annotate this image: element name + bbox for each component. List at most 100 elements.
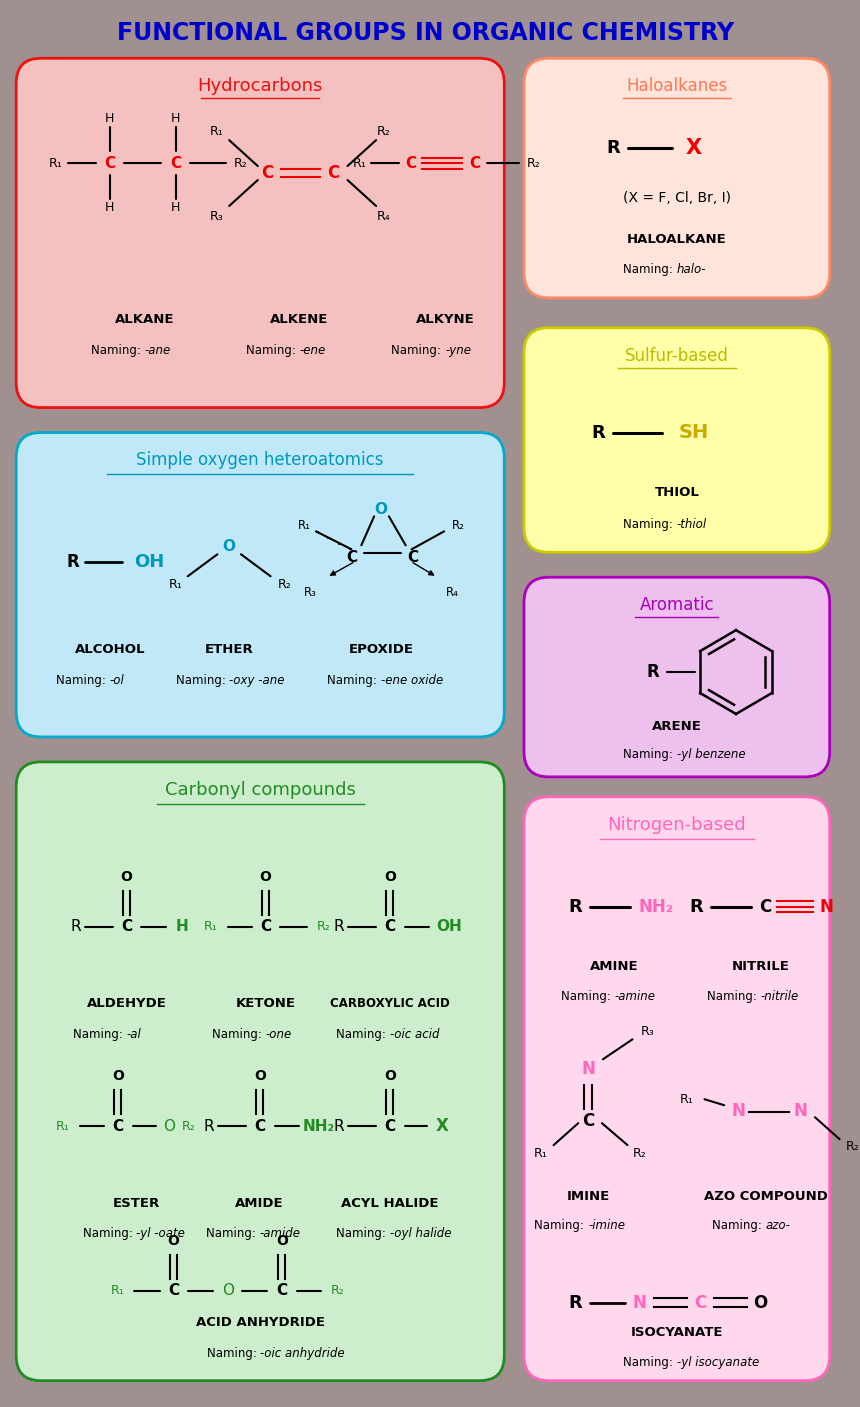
Text: C: C — [582, 1112, 594, 1130]
Text: C: C — [276, 1283, 287, 1299]
Text: KETONE: KETONE — [236, 998, 296, 1010]
Text: -ane: -ane — [144, 345, 170, 357]
Text: -ene oxide: -ene oxide — [381, 674, 443, 687]
Text: C: C — [104, 156, 115, 170]
Text: ISOCYANATE: ISOCYANATE — [630, 1327, 723, 1339]
Text: C: C — [405, 156, 416, 170]
Text: O: O — [374, 502, 388, 516]
Text: Naming:: Naming: — [83, 1227, 137, 1241]
Text: -yl benzene: -yl benzene — [677, 749, 746, 761]
Text: R₃: R₃ — [210, 211, 224, 224]
Text: X: X — [436, 1117, 449, 1135]
Text: ACID ANHYDRIDE: ACID ANHYDRIDE — [196, 1317, 325, 1330]
Text: Naming:: Naming: — [328, 674, 381, 687]
Text: Naming:: Naming: — [212, 1029, 266, 1041]
Text: C: C — [260, 919, 271, 934]
Text: R: R — [66, 553, 79, 571]
Text: R: R — [203, 1119, 214, 1134]
Text: Naming:: Naming: — [246, 345, 299, 357]
Text: R₁: R₁ — [298, 519, 310, 532]
Text: Carbonyl compounds: Carbonyl compounds — [165, 781, 356, 799]
Text: C: C — [328, 165, 340, 182]
Text: H: H — [171, 111, 181, 125]
Text: -yne: -yne — [445, 345, 471, 357]
Text: Naming:: Naming: — [534, 1220, 588, 1233]
Text: ALCOHOL: ALCOHOL — [75, 643, 145, 656]
Text: HALOALKANE: HALOALKANE — [627, 234, 727, 246]
Text: O: O — [753, 1294, 768, 1311]
Text: Naming:: Naming: — [206, 1348, 261, 1361]
Text: R₂: R₂ — [527, 156, 541, 170]
Text: R₃: R₃ — [304, 585, 316, 599]
Text: NH₂: NH₂ — [639, 898, 673, 916]
Text: C: C — [112, 1119, 123, 1134]
Text: -oic acid: -oic acid — [390, 1029, 439, 1041]
FancyBboxPatch shape — [524, 796, 830, 1380]
Text: AZO COMPOUND: AZO COMPOUND — [703, 1189, 827, 1203]
Text: ACYL HALIDE: ACYL HALIDE — [341, 1196, 439, 1210]
Text: ESTER: ESTER — [113, 1196, 160, 1210]
Text: ALDEHYDE: ALDEHYDE — [87, 998, 167, 1010]
Text: R₂: R₂ — [181, 1120, 195, 1133]
Text: Naming:: Naming: — [336, 1227, 390, 1241]
Text: C: C — [470, 156, 480, 170]
Text: R₁: R₁ — [680, 1093, 693, 1106]
Text: Naming:: Naming: — [624, 263, 677, 276]
Text: -al: -al — [126, 1029, 141, 1041]
Text: halo-: halo- — [677, 263, 706, 276]
Text: Naming:: Naming: — [56, 674, 110, 687]
Text: ALKENE: ALKENE — [270, 314, 329, 326]
Text: Naming:: Naming: — [336, 1029, 390, 1041]
Text: O: O — [120, 870, 132, 884]
Text: -ene: -ene — [299, 345, 325, 357]
Text: O: O — [168, 1234, 180, 1248]
Text: O: O — [260, 870, 272, 884]
Text: O: O — [163, 1119, 175, 1134]
Text: -amine: -amine — [615, 991, 655, 1003]
Text: R: R — [606, 139, 619, 158]
Text: N: N — [731, 1102, 745, 1120]
Text: -yl isocyanate: -yl isocyanate — [677, 1356, 759, 1369]
FancyBboxPatch shape — [16, 761, 504, 1380]
Text: N: N — [632, 1294, 647, 1311]
Text: Simple oxygen heteroatomics: Simple oxygen heteroatomics — [137, 452, 384, 470]
Text: -oxy -ane: -oxy -ane — [229, 674, 285, 687]
Text: -yl -oate: -yl -oate — [137, 1227, 186, 1241]
Text: C: C — [170, 156, 181, 170]
Text: -imine: -imine — [588, 1220, 625, 1233]
Text: -oic anhydride: -oic anhydride — [261, 1348, 345, 1361]
Text: Naming:: Naming: — [391, 345, 445, 357]
Text: ALKANE: ALKANE — [114, 314, 174, 326]
Text: R₄: R₄ — [377, 211, 390, 224]
FancyBboxPatch shape — [16, 432, 504, 737]
Text: O: O — [276, 1234, 288, 1248]
Text: N: N — [820, 898, 833, 916]
Text: R: R — [568, 1294, 582, 1311]
Text: R₁: R₁ — [210, 125, 224, 138]
Text: -thiol: -thiol — [677, 518, 707, 530]
Text: -nitrile: -nitrile — [760, 991, 799, 1003]
Text: R: R — [334, 1119, 344, 1134]
Text: H: H — [175, 919, 188, 934]
Text: C: C — [346, 550, 357, 564]
FancyBboxPatch shape — [524, 58, 830, 298]
Text: R₁: R₁ — [353, 156, 366, 170]
Text: R₁: R₁ — [110, 1285, 124, 1297]
Text: R: R — [690, 898, 703, 916]
Text: C: C — [261, 165, 273, 182]
Text: R₁: R₁ — [204, 920, 218, 933]
Text: NITRILE: NITRILE — [732, 960, 789, 974]
Text: SH: SH — [679, 424, 709, 442]
Text: C: C — [384, 919, 396, 934]
Text: C: C — [255, 1119, 265, 1134]
Text: Naming:: Naming: — [175, 674, 229, 687]
Text: (X = F, Cl, Br, I): (X = F, Cl, Br, I) — [623, 191, 731, 205]
Text: O: O — [254, 1069, 266, 1083]
Text: R₃: R₃ — [641, 1024, 654, 1038]
Text: azo-: azo- — [765, 1220, 790, 1233]
Text: Naming:: Naming: — [91, 345, 144, 357]
Text: Naming:: Naming: — [624, 1356, 677, 1369]
Text: FUNCTIONAL GROUPS IN ORGANIC CHEMISTRY: FUNCTIONAL GROUPS IN ORGANIC CHEMISTRY — [117, 21, 734, 45]
Text: R₂: R₂ — [278, 578, 292, 591]
Text: -ol: -ol — [110, 674, 125, 687]
